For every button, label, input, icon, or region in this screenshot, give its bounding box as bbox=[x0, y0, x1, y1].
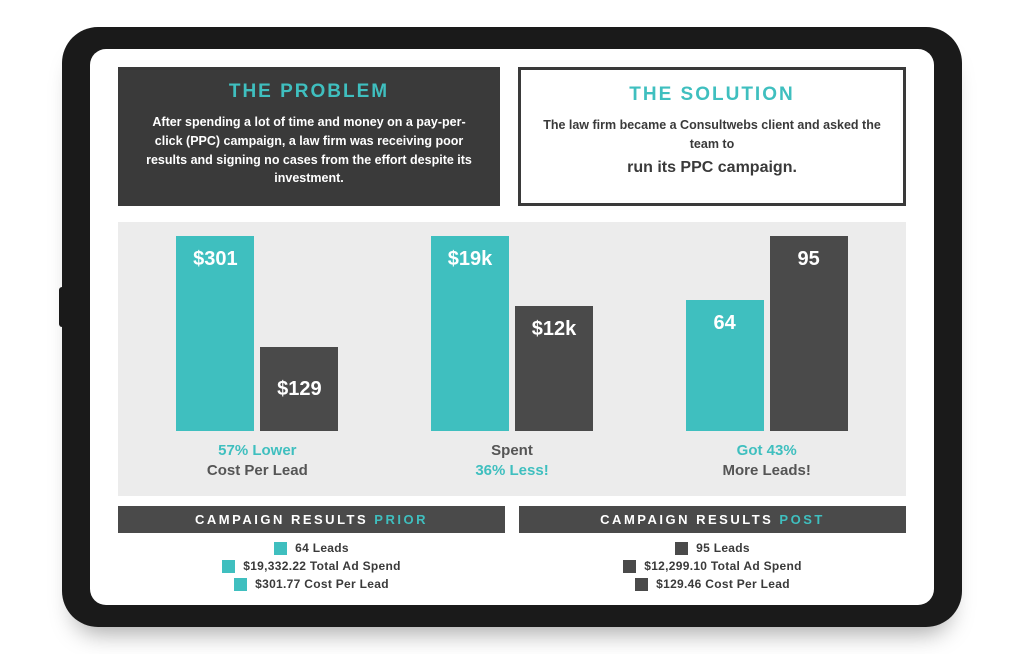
results-item: $12,299.10 Total Ad Spend bbox=[623, 559, 802, 573]
results-item-label: 64 Leads bbox=[295, 541, 349, 555]
bar: 64 bbox=[686, 300, 764, 431]
chart-group-leads: 6495 Got 43%More Leads! bbox=[649, 236, 884, 496]
results-item-label: $301.77 Cost Per Lead bbox=[255, 577, 389, 591]
bars: $19k$12k bbox=[395, 236, 630, 431]
bars: 6495 bbox=[649, 236, 884, 431]
results-prior-list: 64 Leads $19,332.22 Total Ad Spend $301.77… bbox=[118, 533, 505, 591]
chart-group-cpl: $301$129 57% LowerCost Per Lead bbox=[140, 236, 375, 496]
results-prior-header: CAMPAIGN RESULTS PRIOR bbox=[118, 506, 505, 533]
tablet-frame: THE PROBLEM After spending a lot of time… bbox=[62, 27, 962, 627]
bar: $19k bbox=[431, 236, 509, 431]
chart-area: $301$129 57% LowerCost Per Lead $19k$12k Sp… bbox=[118, 222, 906, 496]
swatch-icon bbox=[222, 560, 235, 573]
results-post-header: CAMPAIGN RESULTS POST bbox=[519, 506, 906, 533]
results-post-list: 95 Leads $12,299.10 Total Ad Spend $129.46… bbox=[519, 533, 906, 591]
bar: $129 bbox=[260, 347, 338, 431]
results-row: CAMPAIGN RESULTS PRIOR 64 Leads $19,332.2… bbox=[118, 506, 906, 591]
results-post-header-prefix: CAMPAIGN RESULTS bbox=[600, 512, 779, 527]
swatch-icon bbox=[274, 542, 287, 555]
solution-title: THE SOLUTION bbox=[543, 84, 881, 106]
screen: THE PROBLEM After spending a lot of time… bbox=[90, 49, 934, 605]
results-prior-header-accent: PRIOR bbox=[374, 512, 428, 527]
bar: $12k bbox=[515, 306, 593, 431]
results-item: 64 Leads bbox=[274, 541, 349, 555]
solution-body: The law firm became a Consultwebs client… bbox=[543, 116, 881, 180]
chart-caption: 57% LowerCost Per Lead bbox=[140, 441, 375, 482]
solution-emphasis: run its PPC campaign. bbox=[543, 156, 881, 180]
swatch-icon bbox=[234, 578, 247, 591]
results-prior: CAMPAIGN RESULTS PRIOR 64 Leads $19,332.2… bbox=[118, 506, 505, 591]
results-post: CAMPAIGN RESULTS POST 95 Leads $12,299.10… bbox=[519, 506, 906, 591]
results-item-label: $12,299.10 Total Ad Spend bbox=[644, 559, 802, 573]
results-prior-header-prefix: CAMPAIGN RESULTS bbox=[195, 512, 374, 527]
chart-caption: Spent36% Less! bbox=[395, 441, 630, 482]
swatch-icon bbox=[623, 560, 636, 573]
results-post-header-accent: POST bbox=[779, 512, 824, 527]
results-item: $129.46 Cost Per Lead bbox=[635, 577, 790, 591]
chart-group-spend: $19k$12k Spent36% Less! bbox=[395, 236, 630, 496]
results-item-label: 95 Leads bbox=[696, 541, 750, 555]
top-row: THE PROBLEM After spending a lot of time… bbox=[118, 67, 906, 206]
results-item: $19,332.22 Total Ad Spend bbox=[222, 559, 401, 573]
bar: $301 bbox=[176, 236, 254, 431]
problem-card: THE PROBLEM After spending a lot of time… bbox=[118, 67, 500, 206]
results-item: 95 Leads bbox=[675, 541, 750, 555]
solution-body-text: The law firm became a Consultwebs client… bbox=[543, 118, 881, 151]
results-item: $301.77 Cost Per Lead bbox=[234, 577, 389, 591]
problem-title: THE PROBLEM bbox=[140, 81, 478, 103]
bar: 95 bbox=[770, 236, 848, 431]
solution-card: THE SOLUTION The law firm became a Consu… bbox=[518, 67, 906, 206]
problem-body: After spending a lot of time and money o… bbox=[140, 113, 478, 188]
results-item-label: $19,332.22 Total Ad Spend bbox=[243, 559, 401, 573]
swatch-icon bbox=[635, 578, 648, 591]
swatch-icon bbox=[675, 542, 688, 555]
bars: $301$129 bbox=[140, 236, 375, 431]
chart-caption: Got 43%More Leads! bbox=[649, 441, 884, 482]
results-item-label: $129.46 Cost Per Lead bbox=[656, 577, 790, 591]
